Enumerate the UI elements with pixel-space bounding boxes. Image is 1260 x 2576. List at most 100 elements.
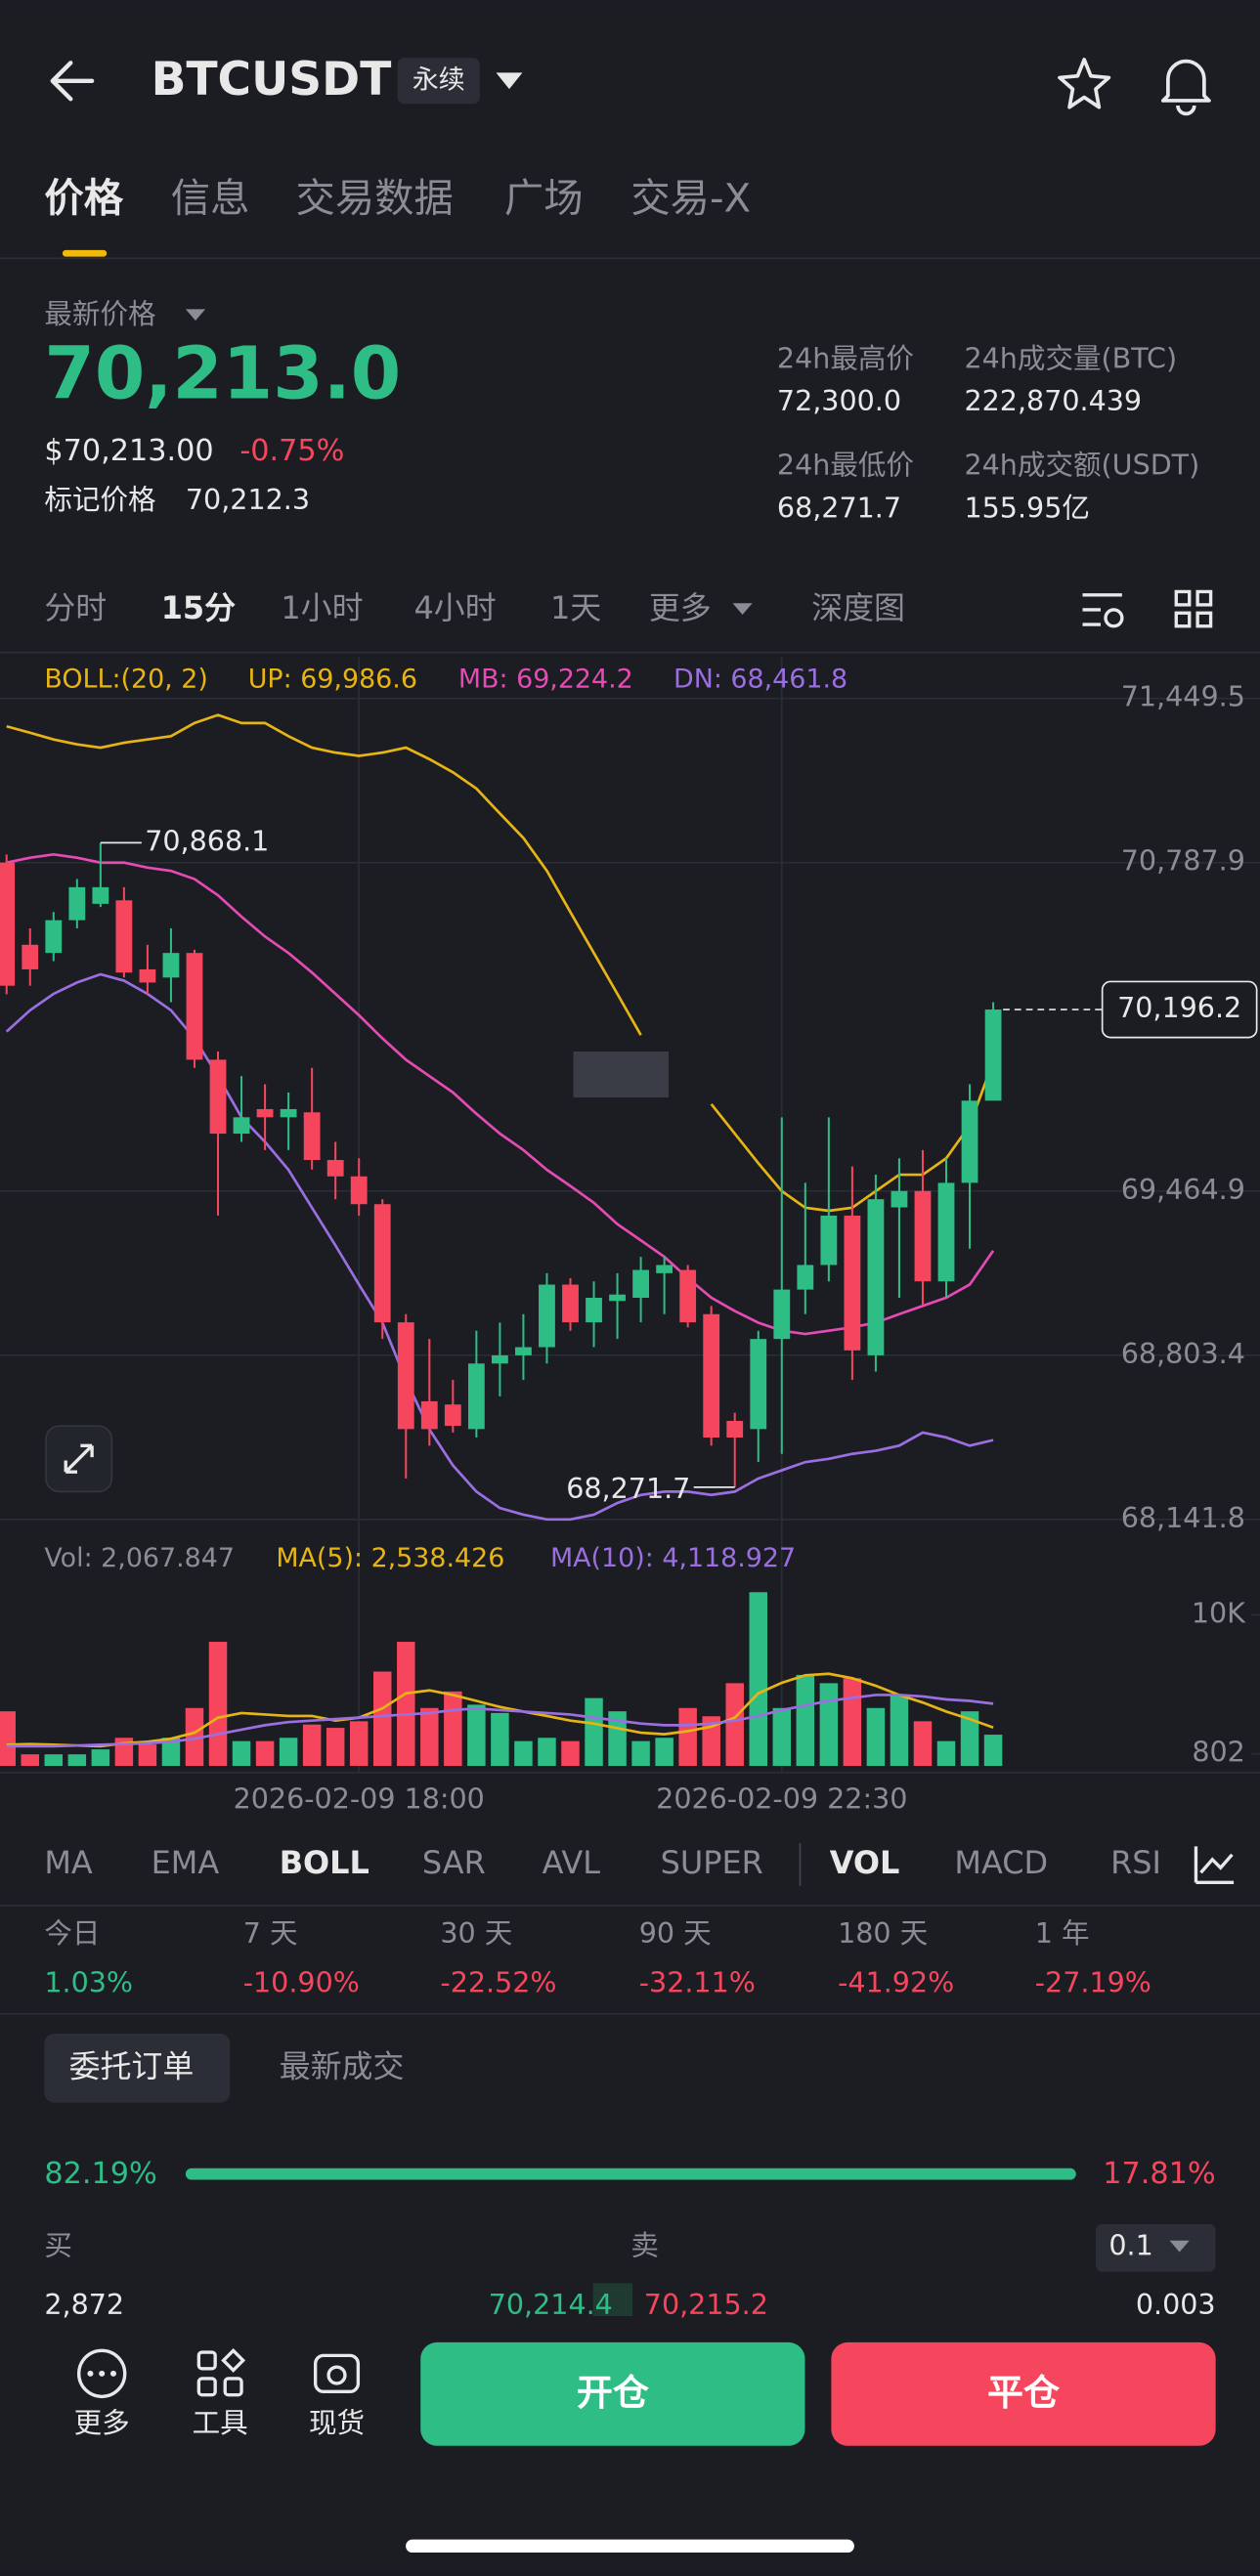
back-button[interactable] bbox=[50, 61, 95, 102]
icon-stroke bbox=[1082, 593, 1122, 626]
icon-stroke bbox=[1174, 611, 1192, 628]
x-tick-label: 2026-02-09 18:00 bbox=[234, 1782, 485, 1815]
book-tab[interactable]: 最新成交 bbox=[280, 2047, 405, 2084]
tab[interactable]: 交易数据 bbox=[296, 175, 454, 221]
period-label: 今日 bbox=[44, 1916, 100, 1950]
book-tab[interactable]: 委托订单 bbox=[69, 2047, 195, 2084]
candle-body bbox=[984, 1009, 1002, 1101]
tab[interactable]: 交易-X bbox=[630, 175, 751, 221]
close-button[interactable] bbox=[831, 2341, 1216, 2446]
candle-body bbox=[0, 862, 16, 986]
candle-body bbox=[373, 1204, 391, 1323]
candle-body bbox=[867, 1199, 885, 1355]
volume-bar bbox=[608, 1711, 627, 1767]
open-button[interactable] bbox=[420, 2341, 805, 2446]
interval[interactable]: 1天 bbox=[550, 589, 601, 626]
candle-body bbox=[726, 1420, 744, 1438]
layout-button[interactable] bbox=[1174, 589, 1213, 628]
volume-bar bbox=[0, 1711, 16, 1767]
price-chart: 71,449.5 70,787.9 69,464.9 68,803.4 68,141.8… bbox=[0, 657, 1260, 1815]
depth-shade bbox=[592, 2283, 633, 2317]
chart-settings-button[interactable] bbox=[1082, 593, 1124, 628]
candle-body bbox=[820, 1215, 838, 1266]
stat-label: 24h最高价 bbox=[777, 341, 914, 374]
candle-body bbox=[750, 1339, 767, 1430]
volume-bar bbox=[326, 1728, 345, 1767]
boll-line bbox=[5, 972, 994, 1522]
more-icon[interactable] bbox=[76, 2348, 127, 2399]
volume-bar bbox=[725, 1683, 744, 1767]
volume-bar bbox=[91, 1749, 110, 1767]
volume-bar bbox=[678, 1707, 697, 1767]
indicator-tab[interactable]: MA bbox=[44, 1844, 93, 1881]
indicator-label: BOLL:(20, 2) bbox=[44, 665, 207, 695]
alert-button[interactable] bbox=[1160, 59, 1211, 116]
y-tick-label: 10K bbox=[1192, 1596, 1246, 1629]
crosshair-tooltip bbox=[573, 1051, 669, 1098]
bottom-icons bbox=[76, 2347, 361, 2399]
open-label[interactable]: 开仓 bbox=[577, 2372, 649, 2414]
sell-label: 卖 bbox=[630, 2228, 659, 2261]
stat-value: 72,300.0 bbox=[777, 384, 901, 417]
tab[interactable]: 价格 bbox=[44, 175, 123, 221]
icon-stroke bbox=[326, 2365, 347, 2385]
volume-bar bbox=[302, 1724, 322, 1767]
tab[interactable]: 广场 bbox=[504, 175, 584, 221]
candle-body bbox=[303, 1112, 321, 1161]
volume-legend: Vol: 2,067.847 bbox=[44, 1543, 235, 1573]
volume-ma-line bbox=[6, 1694, 994, 1748]
candle-body bbox=[679, 1269, 697, 1323]
volume-bar bbox=[420, 1707, 439, 1767]
volume-bar bbox=[561, 1740, 580, 1767]
expand-button[interactable] bbox=[45, 1425, 113, 1493]
indicator-tab[interactable]: BOLL bbox=[280, 1844, 369, 1881]
interval[interactable]: 更多 bbox=[649, 589, 712, 626]
volume-bar bbox=[444, 1691, 462, 1767]
indicator-settings[interactable] bbox=[1194, 1846, 1235, 1885]
indicator-tab[interactable]: AVL bbox=[543, 1844, 601, 1881]
candle-body bbox=[22, 944, 39, 969]
indicator-tab[interactable]: SUPER bbox=[661, 1844, 763, 1881]
period-change: 1.03% bbox=[44, 1966, 133, 1999]
close-label[interactable]: 平仓 bbox=[987, 2372, 1060, 2414]
interval[interactable]: 4小时 bbox=[414, 589, 497, 626]
candle-body bbox=[773, 1289, 791, 1340]
action-label[interactable]: 工具 bbox=[193, 2406, 248, 2439]
indicator-tab[interactable]: SAR bbox=[422, 1844, 486, 1881]
indicator-tab[interactable]: MACD bbox=[954, 1844, 1048, 1881]
spot-icon[interactable] bbox=[313, 2353, 361, 2394]
interval[interactable]: 1小时 bbox=[281, 589, 363, 626]
interval[interactable]: 分时 bbox=[44, 589, 107, 626]
legend-entry: DN: 68,461.8 bbox=[673, 665, 847, 695]
interval[interactable]: 深度图 bbox=[811, 589, 905, 626]
tab[interactable]: 信息 bbox=[171, 175, 250, 221]
indicator-tab[interactable]: VOL bbox=[830, 1844, 900, 1881]
step-value: 0.1 bbox=[1108, 2228, 1152, 2261]
book-tab-bg bbox=[44, 2033, 231, 2103]
indicator-tab[interactable]: EMA bbox=[152, 1844, 220, 1881]
volume-bar bbox=[372, 1671, 392, 1767]
action-label[interactable]: 现货 bbox=[309, 2406, 365, 2439]
action-label[interactable]: 更多 bbox=[74, 2406, 130, 2439]
period-label: 30 天 bbox=[440, 1916, 512, 1950]
stat-label: 24h最低价 bbox=[777, 449, 914, 482]
volume-bar bbox=[819, 1683, 839, 1767]
candle-body bbox=[92, 886, 109, 904]
boll-line bbox=[6, 852, 995, 1336]
step-bg[interactable] bbox=[1095, 2223, 1216, 2272]
symbol-dropdown[interactable] bbox=[496, 72, 523, 90]
stat-value: 222,870.439 bbox=[964, 384, 1142, 417]
volume-bar bbox=[208, 1642, 228, 1767]
volume-bar bbox=[255, 1740, 275, 1767]
last-price-box bbox=[1101, 980, 1258, 1039]
tools-icon[interactable] bbox=[196, 2347, 246, 2397]
price-dropdown[interactable] bbox=[185, 309, 206, 322]
favorite-button[interactable] bbox=[1058, 58, 1111, 109]
dot bbox=[99, 2370, 106, 2377]
candle-body bbox=[539, 1284, 555, 1348]
candle-body bbox=[256, 1108, 274, 1118]
period-change: -41.92% bbox=[838, 1966, 954, 1999]
interval[interactable]: 15分 bbox=[161, 589, 236, 626]
indicator-tab[interactable]: RSI bbox=[1110, 1844, 1161, 1881]
